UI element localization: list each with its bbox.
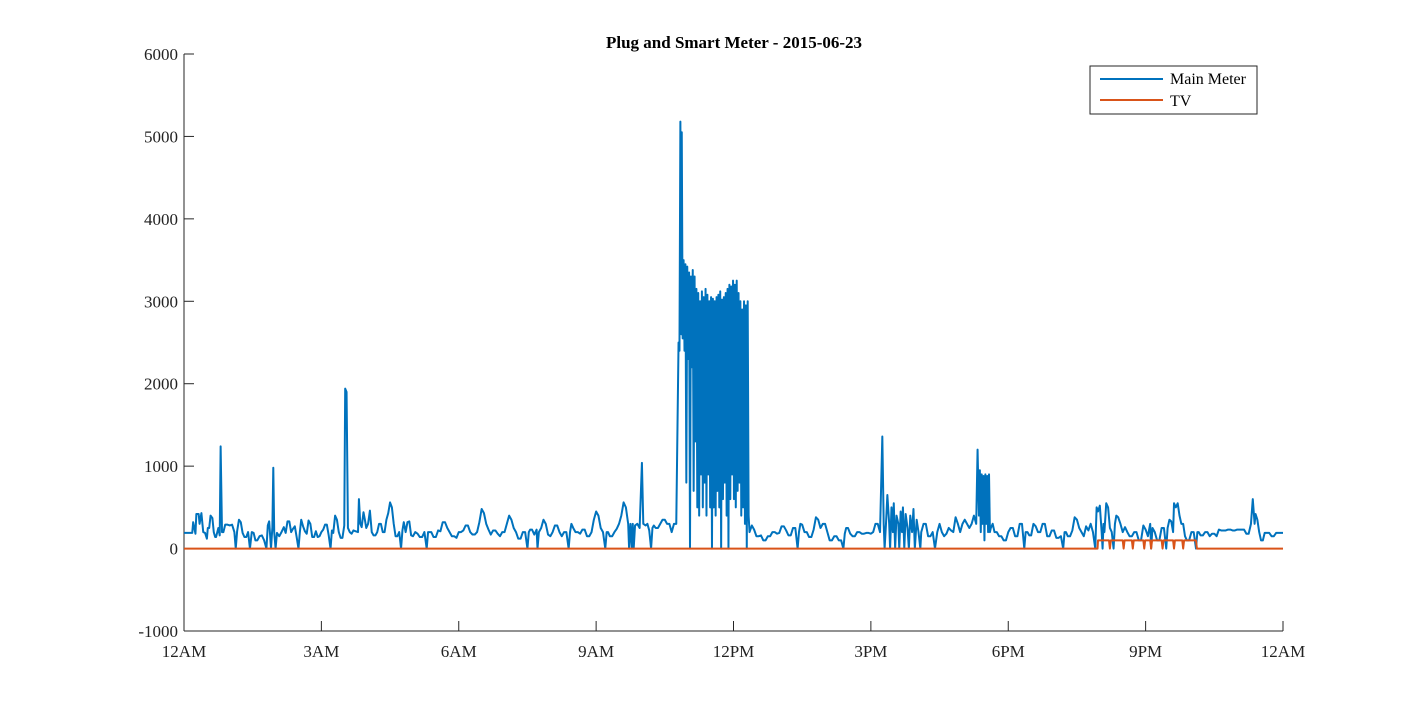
- legend-label-main-meter: Main Meter: [1170, 71, 1247, 88]
- y-tick-label: -1000: [138, 622, 178, 641]
- chart-title: Plug and Smart Meter - 2015-06-23: [606, 33, 862, 52]
- x-tick-label: 9PM: [1129, 642, 1162, 661]
- y-tick-label: 1000: [144, 457, 178, 476]
- x-tick-label: 3AM: [303, 642, 339, 661]
- y-tick-label: 5000: [144, 127, 178, 146]
- series-line-main-meter: [184, 120, 1283, 550]
- legend: Main Meter TV: [1089, 65, 1258, 115]
- x-tick-label: 6PM: [992, 642, 1025, 661]
- y-tick-label: 0: [170, 540, 179, 559]
- x-tick-label: 9AM: [578, 642, 614, 661]
- legend-box: [1089, 65, 1258, 115]
- x-tick-label: 12PM: [713, 642, 755, 661]
- series-group: [184, 120, 1283, 550]
- y-tick-label: 2000: [144, 375, 178, 394]
- x-tick-label: 12AM: [1261, 642, 1305, 661]
- legend-label-tv: TV: [1170, 93, 1192, 110]
- axes: -1000 0 1000 2000 3000 4000 5000 6000 12AM 3AM 6AM…: [138, 45, 1305, 661]
- x-tick-label: 3PM: [854, 642, 887, 661]
- x-tick-label: 6AM: [441, 642, 477, 661]
- y-tick-label: 4000: [144, 210, 178, 229]
- x-tick-label: 12AM: [162, 642, 206, 661]
- y-tick-label: 6000: [144, 45, 178, 64]
- series-line-tv: [184, 539, 1283, 550]
- y-tick-label: 3000: [144, 292, 178, 311]
